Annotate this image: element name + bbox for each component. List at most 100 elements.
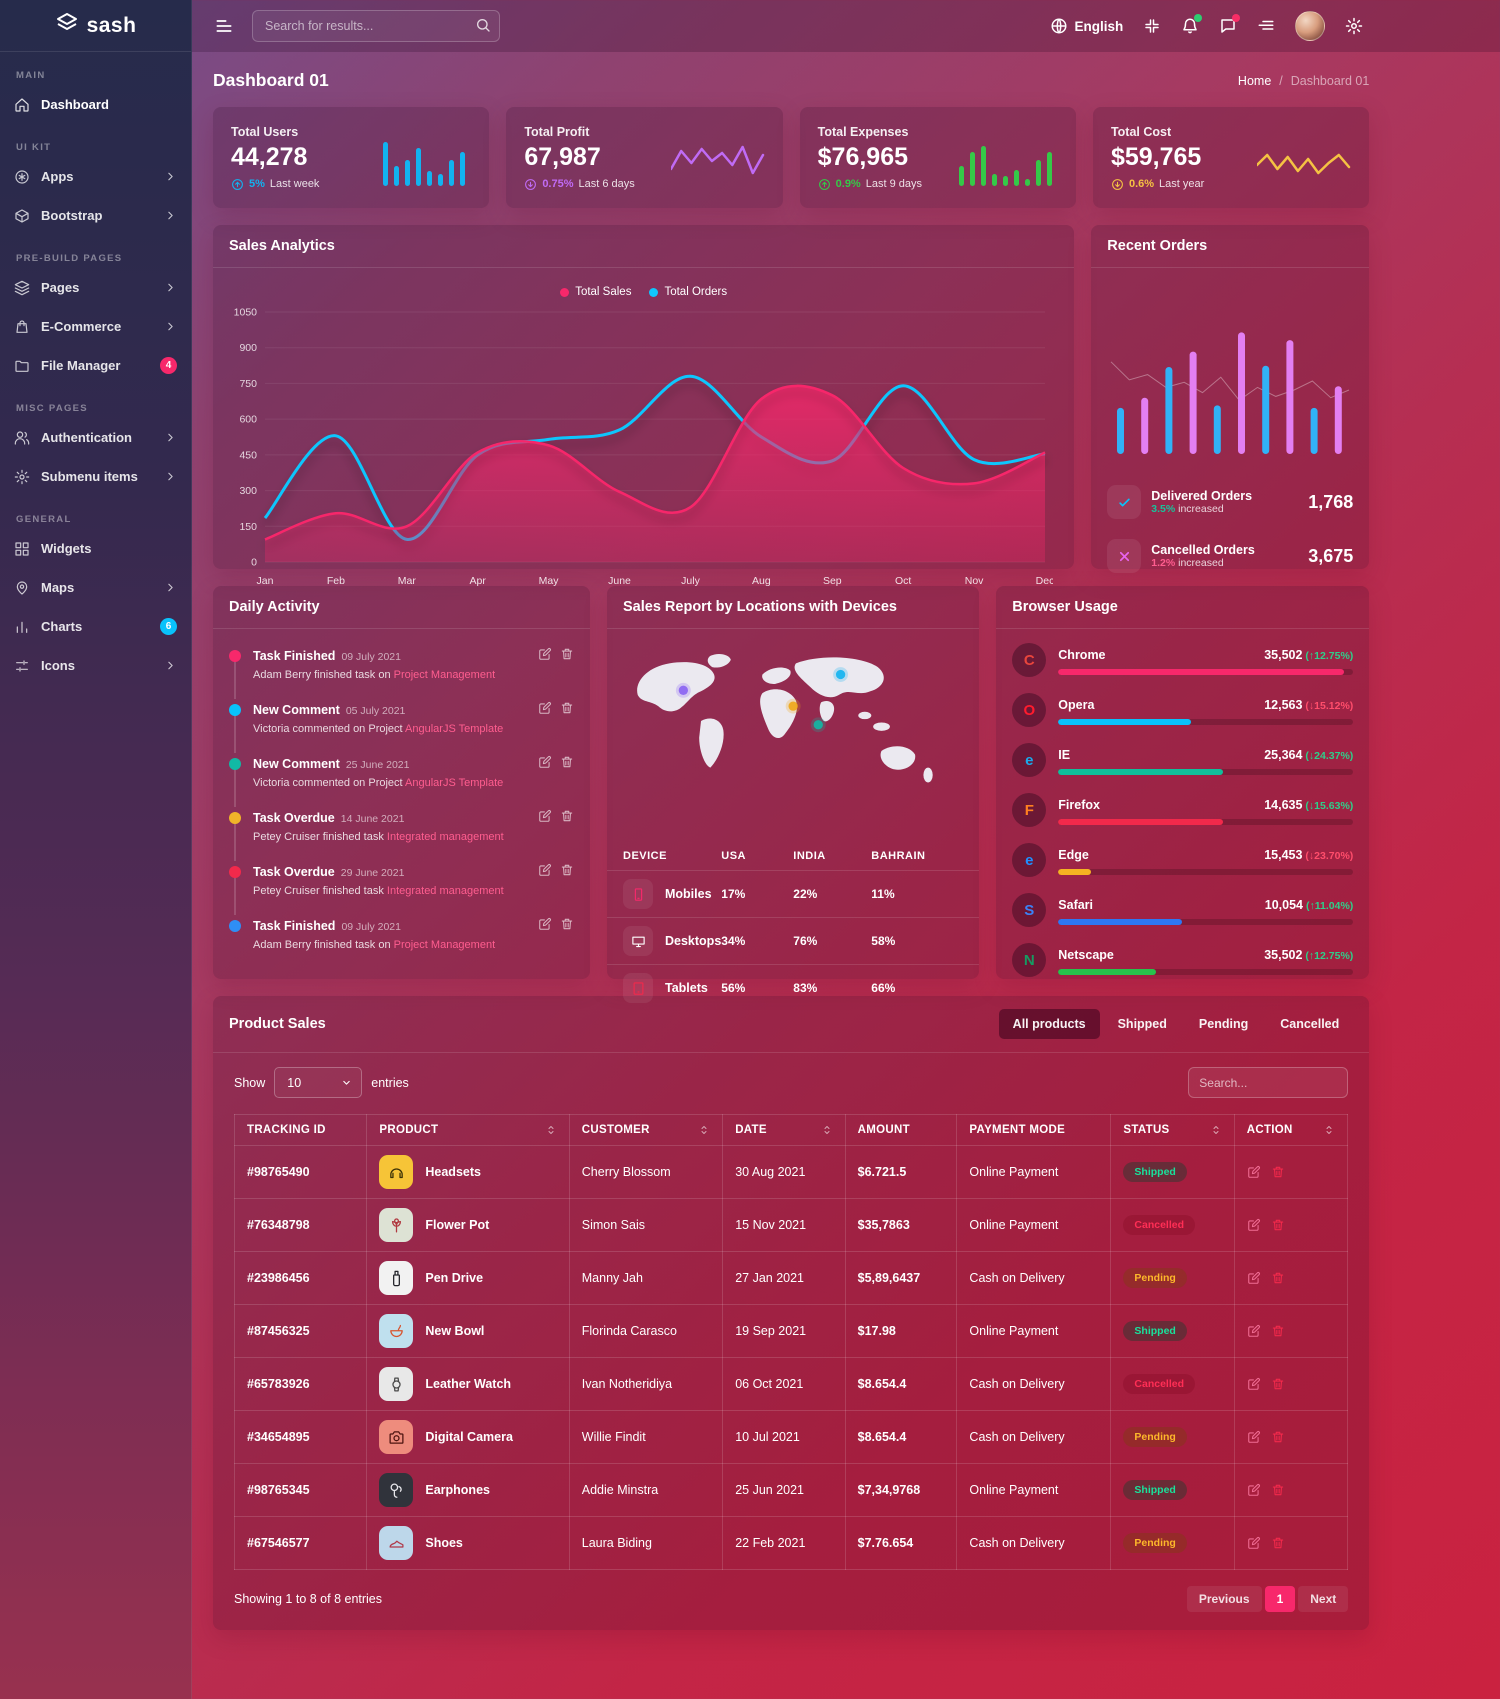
edit-activity-button[interactable] (538, 917, 552, 951)
column-header-status[interactable]: STATUS (1110, 1114, 1235, 1146)
activity-dot (229, 866, 241, 878)
delete-activity-button[interactable] (560, 755, 574, 789)
edit-row-button[interactable] (1247, 1218, 1261, 1232)
pagination-previous[interactable]: Previous (1186, 1586, 1262, 1612)
svg-text:May: May (539, 575, 560, 587)
sidebar-item-authentication[interactable]: Authentication (0, 418, 191, 457)
delete-row-button[interactable] (1271, 1430, 1285, 1444)
activity-link[interactable]: Integrated management (386, 885, 504, 897)
activity-item: Task Finished 09 July 2021 Adam Berry fin… (229, 911, 574, 965)
daily-activity-list: Task Finished 09 July 2021 Adam Berry fin… (213, 629, 590, 965)
search-icon[interactable] (475, 17, 491, 33)
delete-row-button[interactable] (1271, 1271, 1285, 1285)
delete-activity-button[interactable] (560, 647, 574, 681)
delete-activity-button[interactable] (560, 809, 574, 843)
edit-row-button[interactable] (1247, 1536, 1261, 1550)
folder-icon (15, 360, 29, 372)
user-avatar[interactable] (1295, 11, 1326, 41)
edit-activity-button[interactable] (538, 701, 552, 735)
global-search (252, 10, 500, 42)
delete-row-button[interactable] (1271, 1536, 1285, 1550)
edit-icon (1247, 1484, 1260, 1496)
chrome-browser-icon: C (1012, 643, 1047, 677)
edit-row-button[interactable] (1247, 1165, 1261, 1179)
column-header-action[interactable]: ACTION (1233, 1114, 1349, 1146)
close-icon (1119, 551, 1129, 561)
delete-activity-button[interactable] (560, 863, 574, 897)
delete-row-button[interactable] (1271, 1324, 1285, 1338)
edit-row-button[interactable] (1247, 1271, 1261, 1285)
svg-text:300: 300 (239, 485, 257, 497)
column-header-customer[interactable]: CUSTOMER (568, 1114, 724, 1146)
status-badge: Pending (1123, 1268, 1187, 1288)
chart-legend: Total Sales Total Orders (225, 276, 1062, 300)
delete-activity-button[interactable] (560, 701, 574, 735)
breadcrumb-home[interactable]: Home (1237, 73, 1272, 88)
fullscreen-icon (1145, 19, 1160, 33)
sidebar-item-widgets[interactable]: Widgets (0, 529, 191, 568)
tab-all-products[interactable]: All products (998, 1009, 1100, 1039)
settings-button[interactable] (1345, 17, 1363, 35)
netscape-browser-icon: N (1012, 943, 1047, 977)
entries-select[interactable]: 10 (274, 1067, 363, 1098)
svg-text:Nov: Nov (965, 575, 984, 587)
edit-activity-button[interactable] (538, 755, 552, 789)
edit-activity-button[interactable] (538, 863, 552, 897)
sidebar-item-dashboard[interactable]: Dashboard (0, 85, 191, 124)
status-badge: Shipped (1123, 1162, 1187, 1182)
delete-row-button[interactable] (1271, 1165, 1285, 1179)
delete-row-button[interactable] (1271, 1483, 1285, 1497)
activity-link[interactable]: AngularJS Template (405, 723, 504, 735)
delete-row-button[interactable] (1271, 1377, 1285, 1391)
trash-icon (1272, 1166, 1283, 1178)
edit-activity-button[interactable] (538, 809, 552, 843)
sidebar-item-apps[interactable]: Apps (0, 157, 191, 196)
sidebar-item-submenu-items[interactable]: Submenu items (0, 457, 191, 496)
pagination-page-1[interactable]: 1 (1264, 1586, 1296, 1612)
pagination-next[interactable]: Next (1298, 1586, 1349, 1612)
activity-link[interactable]: AngularJS Template (405, 777, 504, 789)
sort-icon (824, 1126, 830, 1134)
camera-icon (389, 1430, 404, 1444)
check-icon (1119, 498, 1130, 506)
delete-activity-button[interactable] (560, 917, 574, 951)
sidebar-item-file-manager[interactable]: File Manager 4 (0, 346, 191, 385)
tab-pending[interactable]: Pending (1198, 1017, 1249, 1031)
messages-button[interactable] (1219, 14, 1241, 35)
sidebar-toggle-button[interactable] (210, 12, 238, 40)
delete-row-button[interactable] (1271, 1218, 1285, 1232)
sidebar-item-bootstrap[interactable]: Bootstrap (0, 196, 191, 235)
column-header-date[interactable]: DATE (722, 1114, 846, 1146)
edit-row-button[interactable] (1247, 1324, 1261, 1338)
notifications-button[interactable] (1181, 14, 1203, 35)
edit-icon (1247, 1378, 1260, 1390)
table-row: #98765345 Earphones Addie Minstra 25 Jun… (233, 1463, 1349, 1517)
sidebar-item-pages[interactable]: Pages (0, 268, 191, 307)
column-header-product[interactable]: PRODUCT (366, 1114, 570, 1146)
fullscreen-button[interactable] (1143, 17, 1161, 35)
trash-icon (561, 756, 573, 768)
shortcuts-button[interactable] (1257, 17, 1275, 35)
sidebar-item-icons[interactable]: Icons (0, 646, 191, 685)
edit-row-button[interactable] (1247, 1430, 1261, 1444)
activity-link[interactable]: Project Management (393, 669, 496, 681)
sidebar-item-charts[interactable]: Charts 6 (0, 607, 191, 646)
edit-activity-button[interactable] (538, 647, 552, 681)
activity-item: New Comment 05 July 2021 Victoria comment… (229, 695, 574, 753)
sidebar-item-e-commerce[interactable]: E-Commerce (0, 307, 191, 346)
activity-link[interactable]: Integrated management (386, 831, 504, 843)
brand-logo[interactable]: sash (0, 0, 191, 52)
mobile-icon (634, 887, 642, 901)
table-search-input[interactable] (1188, 1067, 1349, 1098)
sidebar-item-maps[interactable]: Maps (0, 568, 191, 607)
flower-product-icon (379, 1208, 414, 1242)
edit-row-button[interactable] (1247, 1483, 1261, 1497)
activity-link[interactable]: Project Management (393, 939, 496, 951)
search-input[interactable] (252, 10, 500, 42)
shoe-product-icon (379, 1526, 414, 1560)
tab-cancelled[interactable]: Cancelled (1280, 1017, 1340, 1031)
gear-icon (1346, 17, 1363, 35)
tab-shipped[interactable]: Shipped (1117, 1017, 1167, 1031)
edit-row-button[interactable] (1247, 1377, 1261, 1391)
language-selector[interactable]: English (1050, 17, 1123, 35)
